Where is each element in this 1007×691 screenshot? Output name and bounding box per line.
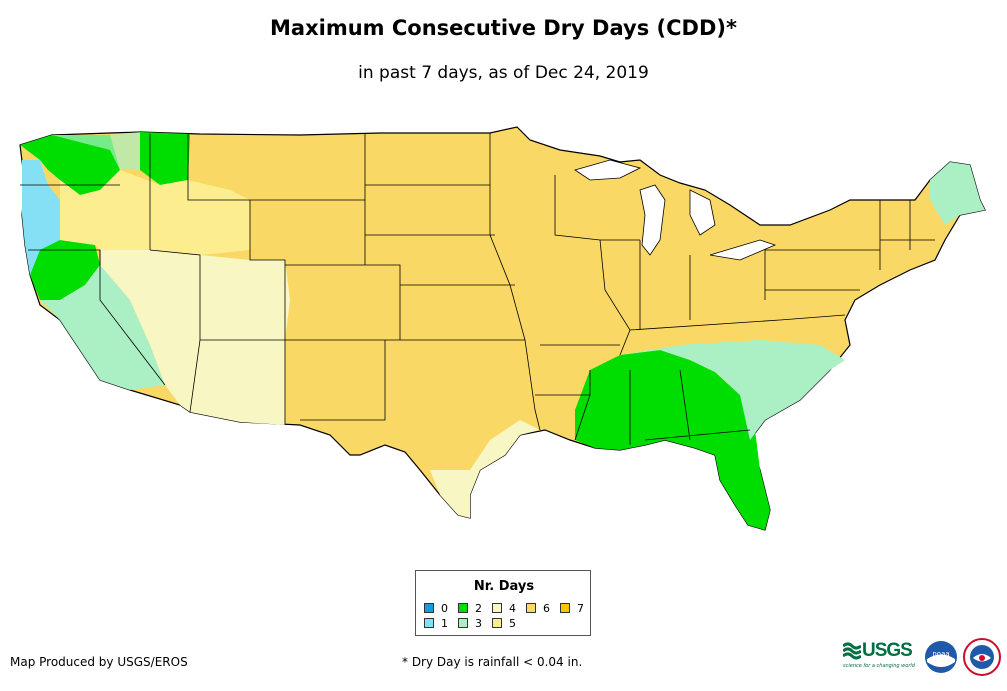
region-northwest-3day: [52, 132, 140, 170]
legend-swatch-5: [492, 618, 502, 628]
legend-swatch-3: [458, 618, 468, 628]
legend-box: Nr. Days 0 1 2 3 4 5 6 7: [415, 570, 591, 636]
legend-swatch-4: [492, 603, 502, 613]
legend-label-3: 3: [475, 617, 482, 630]
region-west-4day: [100, 250, 290, 425]
region-id-mt-green: [140, 132, 190, 185]
usgs-logo: USGS science for a changing world: [843, 640, 919, 670]
legend-label-4: 4: [509, 602, 516, 615]
dry-day-note: * Dry Day is rainfall < 0.04 in.: [402, 655, 583, 669]
region-carolinas-3day: [620, 340, 845, 440]
legend-swatch-7: [560, 603, 570, 613]
map-title: Maximum Consecutive Dry Days (CDD)*: [270, 16, 737, 40]
legend-swatch-1: [424, 618, 434, 628]
region-wa-green: [20, 135, 120, 195]
usgs-wordmark: USGS: [862, 640, 913, 661]
noaa-text: noaa: [932, 650, 949, 658]
legend-swatch-0: [424, 603, 434, 613]
region-new-england-3day: [930, 162, 985, 225]
region-inland-nw-5day: [60, 170, 250, 255]
legend-label-1: 1: [441, 617, 448, 630]
credit-text: Map Produced by USGS/EROS: [10, 655, 188, 669]
lake-michigan: [639, 184, 666, 256]
legend-title: Nr. Days: [473, 579, 535, 594]
legend-label-0: 0: [441, 602, 448, 615]
usgs-wave-icon: [843, 642, 861, 660]
lake-erie: [709, 239, 777, 261]
map-subtitle: in past 7 days, as of Dec 24, 2019: [358, 63, 649, 83]
legend-label-5: 5: [509, 617, 516, 630]
region-or-green: [30, 240, 100, 300]
region-gulf-tx-4day: [430, 420, 540, 518]
usgs-tagline: science for a changing world: [843, 663, 915, 669]
legend-label-6: 6: [543, 602, 550, 615]
noaa-logo-icon: noaa: [925, 641, 957, 673]
legend-label-2: 2: [475, 602, 482, 615]
state-borders: [20, 133, 935, 445]
us-cdd-map: [19, 126, 986, 531]
legend-swatch-6: [526, 603, 536, 613]
region-ca-3day: [40, 265, 165, 390]
legend-label-7: 7: [577, 602, 584, 615]
legend-swatch-2: [458, 603, 468, 613]
lake-superior: [574, 159, 642, 181]
lake-huron: [689, 189, 716, 236]
region-southeast-2day: [575, 350, 770, 530]
nws-seal-icon: [963, 638, 1001, 676]
